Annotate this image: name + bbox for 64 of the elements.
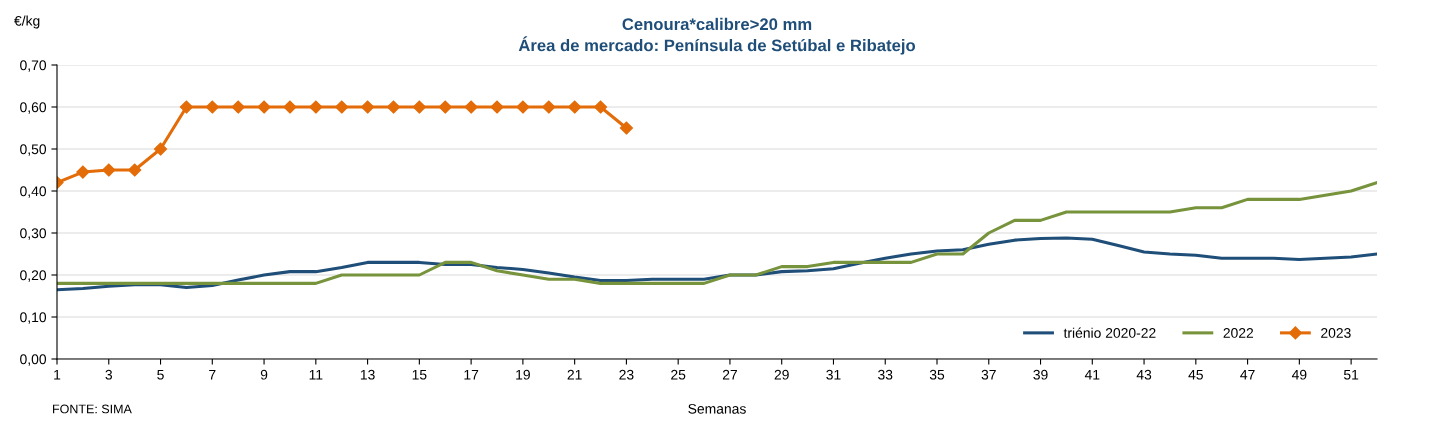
y-tick-label: 0,70 xyxy=(20,60,47,72)
point xyxy=(386,100,401,114)
x-tick-label: 51 xyxy=(1343,369,1359,380)
x-tick-label: 33 xyxy=(878,369,893,380)
y-tick-label: 0,60 xyxy=(20,102,47,114)
x-tick-label: 1 xyxy=(54,369,61,380)
point xyxy=(438,100,452,114)
x-tick-label: 39 xyxy=(1033,369,1048,380)
x-tick-label: 29 xyxy=(774,369,789,380)
x-tick-label: 37 xyxy=(981,369,996,380)
x-tick-label: 9 xyxy=(260,369,268,380)
x-tick-label: 7 xyxy=(209,369,216,380)
legend-label: triénio 2020-22 xyxy=(1063,327,1156,338)
y-tick-label: 0,20 xyxy=(20,270,47,282)
line-series xyxy=(57,181,1377,285)
point xyxy=(490,100,504,114)
x-tick-label: 43 xyxy=(1136,369,1152,380)
point xyxy=(542,100,556,114)
x-tick-label: 3 xyxy=(105,369,113,380)
point xyxy=(257,100,271,114)
point xyxy=(102,163,116,177)
x-tick-label: 17 xyxy=(464,369,479,380)
x-tick-label: 25 xyxy=(671,369,686,380)
y-tick-label: 0,50 xyxy=(20,144,47,156)
point xyxy=(128,163,142,177)
x-tick-label: 49 xyxy=(1291,369,1307,380)
point xyxy=(412,100,426,114)
y-tick-label: 0,30 xyxy=(20,228,47,240)
point xyxy=(179,100,193,114)
y-tick-label: 0,00 xyxy=(20,354,47,366)
legend-label: 2022 xyxy=(1223,328,1254,338)
point xyxy=(593,100,608,114)
legend-label: 2023 xyxy=(1321,328,1351,338)
point xyxy=(361,100,375,114)
y-tick-label: 0,40 xyxy=(20,186,47,198)
point xyxy=(335,100,349,114)
point xyxy=(309,100,323,114)
point xyxy=(516,100,530,114)
source-note: FONTE: SIMA xyxy=(53,404,132,414)
point xyxy=(464,100,478,114)
x-tick-label: 13 xyxy=(360,369,375,380)
point xyxy=(619,121,633,135)
x-tick-label: 27 xyxy=(722,369,737,380)
x-tick-label: 21 xyxy=(567,369,582,380)
x-tick-label: 5 xyxy=(157,369,164,380)
x-tick-label: 19 xyxy=(516,369,530,380)
x-tick-label: 47 xyxy=(1240,369,1255,380)
x-tick-label: 11 xyxy=(309,369,323,380)
y-axis-title: €/kg xyxy=(14,15,40,29)
point xyxy=(76,165,90,179)
y-tick-label: 0,10 xyxy=(20,312,47,324)
x-tick-label: 45 xyxy=(1188,369,1203,380)
point xyxy=(283,100,297,114)
x-tick-label: 35 xyxy=(929,369,945,380)
point xyxy=(568,100,582,114)
point xyxy=(153,142,168,156)
point xyxy=(231,100,245,114)
x-axis-title: Semanas xyxy=(688,403,746,414)
point xyxy=(205,100,219,114)
x-tick-label: 23 xyxy=(619,369,634,380)
x-tick-label: 15 xyxy=(412,369,427,380)
x-tick-label: 41 xyxy=(1084,369,1100,380)
chart-title: Cenoura*calibre>20 mm Área de mercado: Península de Setúbal e Ribatejo xyxy=(518,17,916,55)
x-tick-label: 31 xyxy=(826,369,841,380)
